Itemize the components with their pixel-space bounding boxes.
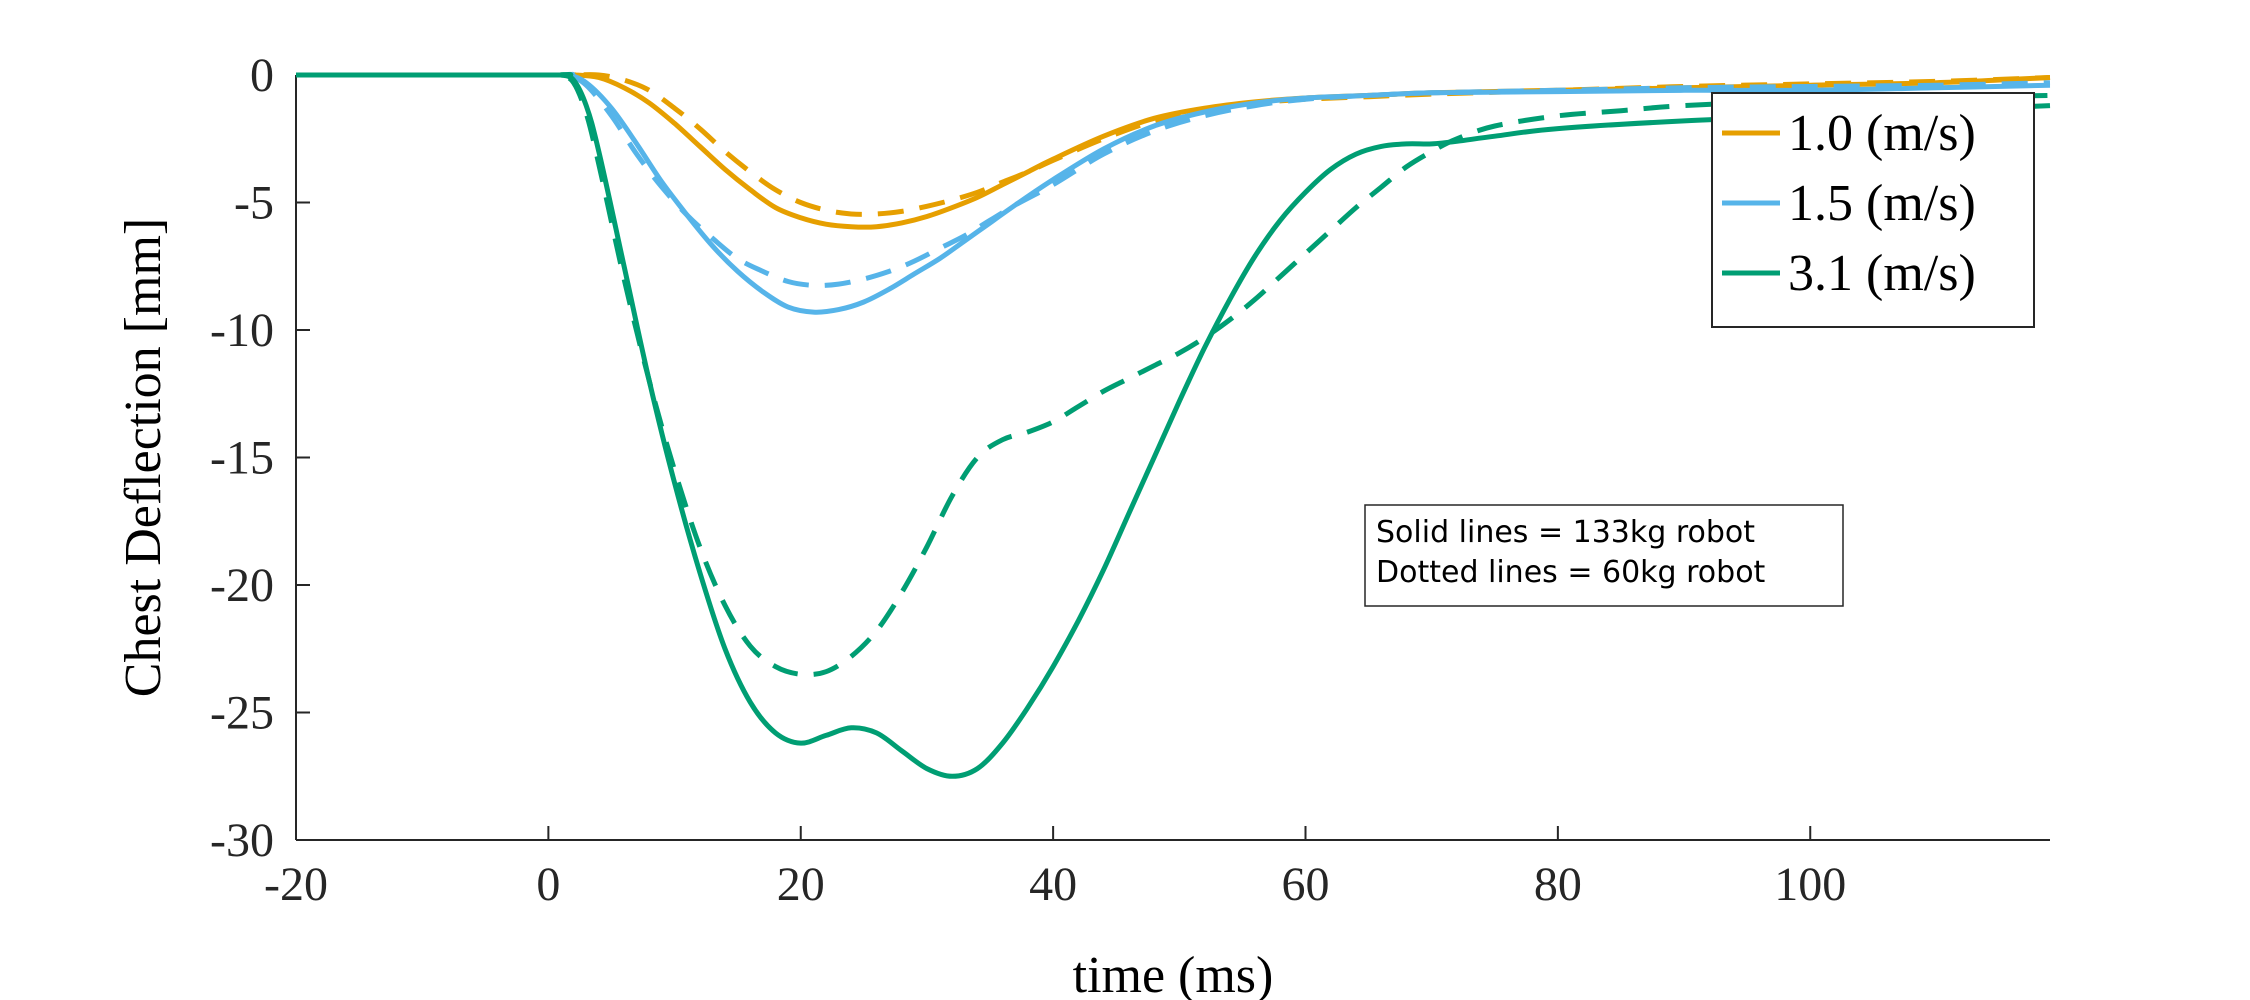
y-axis-label: Chest Deflection [mm] [115,218,172,697]
annotation-line: Dotted lines = 60kg robot [1376,555,1766,590]
annotation-line: Solid lines = 133kg robot [1376,515,1755,550]
legend-label: 3.1 (m/s) [1788,245,1976,302]
y-tick-label: -20 [210,559,274,612]
annotation-box: Solid lines = 133kg robot Dotted lines = … [1364,504,1844,607]
legend-label: 1.0 (m/s) [1788,105,1976,162]
y-tick-label: -10 [210,304,274,357]
legend: 1.0 (m/s) 1.5 (m/s) 3.1 (m/s) [1711,92,2035,328]
y-tick-label: -30 [210,814,274,867]
x-tick-label: 0 [536,858,560,911]
y-tick-label: -25 [210,687,274,740]
x-axis-label: time (ms) [1073,947,1274,1000]
y-tick-label: -15 [210,432,274,485]
x-tick-label: 100 [1774,858,1846,911]
x-tick-label: 60 [1281,858,1329,911]
series-layer [295,71,2051,779]
legend-label: 1.5 (m/s) [1788,175,1976,232]
y-tick-label: 0 [250,49,274,102]
x-tick-label: 80 [1534,858,1582,911]
x-tick-label: -20 [264,858,328,911]
series-line-6-dashed [295,71,2051,678]
x-tick-label: 20 [777,858,825,911]
annotation-frame [1364,504,1844,607]
axes: -20 0 20 40 60 80 100 0 -5 -10 -15 -20 -25 -30 [210,49,2050,911]
series-line-4-dashed [295,71,2051,289]
x-tick-label: 40 [1029,858,1077,911]
y-tick-label: -5 [234,177,274,230]
